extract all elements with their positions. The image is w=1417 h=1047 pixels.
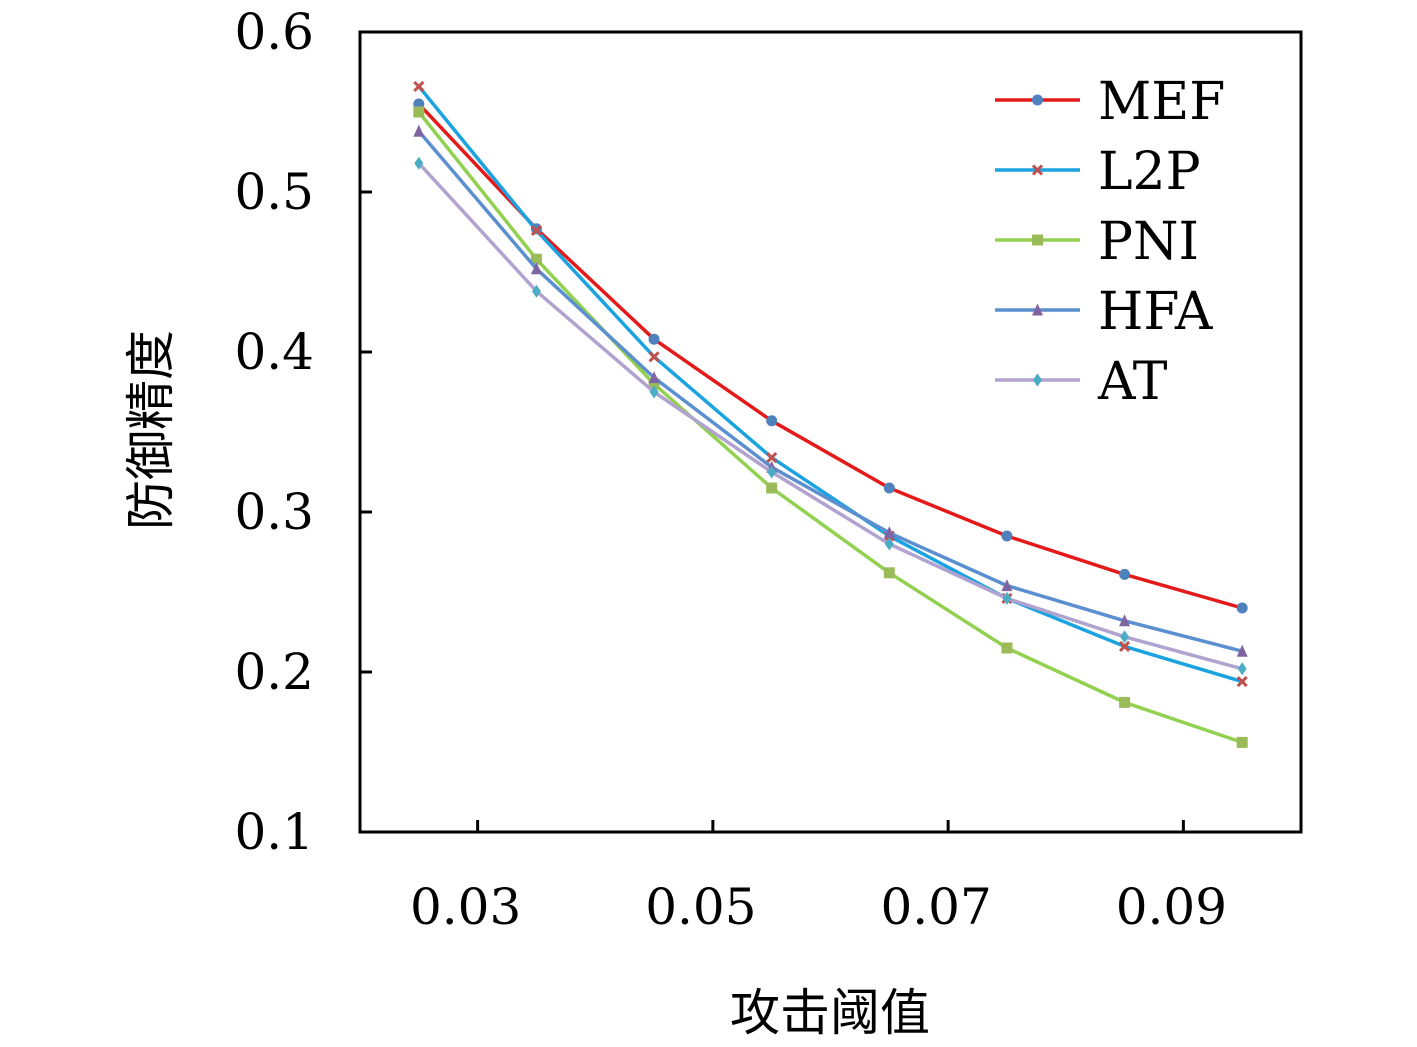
y-tick-label: 0.4: [234, 323, 314, 381]
data-point-at: [649, 385, 659, 399]
data-point-mef: [1119, 568, 1131, 580]
series-pni: [413, 106, 1248, 748]
legend-item-mef: MEF: [995, 72, 1225, 132]
y-tick-label: 0.1: [234, 803, 314, 861]
series-at: [414, 156, 1247, 676]
data-point-mef: [1001, 530, 1013, 542]
legend-marker-mef: [1032, 94, 1043, 106]
legend-marker-at: [1033, 373, 1042, 387]
data-point-mef: [766, 415, 778, 427]
legend-marker-l2p: [1031, 164, 1044, 176]
plot-frame: [358, 30, 1303, 834]
data-point-l2p-stroke: [766, 452, 778, 464]
series-hfa: [413, 124, 1248, 657]
data-point-mef: [883, 482, 895, 494]
data-point-at: [884, 537, 894, 551]
data-point-pni: [1001, 642, 1013, 654]
series-line-mef: [417, 102, 1243, 610]
x-tick-label: 0.09: [1116, 878, 1227, 936]
y-tick-label: 0.6: [234, 3, 314, 61]
data-point-l2p: [766, 452, 778, 464]
data-point-hfa: [1001, 579, 1013, 592]
series-line-pni: [417, 110, 1243, 745]
series-line-hfa: [417, 130, 1243, 653]
y-tick-label: 0.2: [234, 643, 314, 701]
data-point-l2p: [1119, 640, 1131, 652]
legend-label-l2p: L2P: [1098, 142, 1201, 202]
axes: 0.1 0.2 0.3 0.4 0.5 0.6 0.03 0.05 0.07 0.09: [234, 3, 1303, 936]
legend-item-pni: PNI: [995, 212, 1199, 272]
x-tick-label: 0.07: [880, 878, 991, 936]
data-point-l2p-stroke: [1236, 676, 1248, 688]
legend-marker-pni: [1032, 234, 1043, 246]
legend-item-at: AT: [995, 352, 1168, 412]
legend-marker-hfa: [1032, 303, 1043, 316]
data-point-pni: [530, 253, 542, 265]
legend-label-mef: MEF: [1098, 72, 1225, 132]
y-axis-title: 防御精度: [122, 330, 180, 530]
data-point-mef: [1236, 602, 1248, 614]
data-point-l2p: [1236, 676, 1248, 688]
data-point-pni: [648, 378, 660, 390]
data-point-pni: [1119, 696, 1131, 708]
data-point-hfa: [1119, 614, 1131, 627]
data-point-hfa: [530, 262, 542, 275]
data-point-at: [1120, 630, 1130, 644]
data-point-at: [767, 465, 777, 479]
data-point-l2p: [413, 80, 425, 92]
y-tick-label: 0.3: [234, 483, 314, 541]
data-point-l2p-stroke: [1119, 640, 1131, 652]
legend-label-at: AT: [1097, 352, 1168, 412]
data-point-at: [1237, 662, 1247, 676]
legend-label-pni: PNI: [1098, 212, 1199, 272]
data-point-pni: [883, 567, 895, 579]
series-group: [413, 80, 1248, 748]
x-axis-title: 攻击阈值: [730, 984, 930, 1042]
data-point-at: [531, 284, 541, 298]
data-point-pni: [413, 106, 425, 118]
data-point-at: [414, 156, 424, 170]
legend-item-l2p: L2P: [995, 142, 1201, 202]
data-point-hfa: [1236, 644, 1248, 657]
data-point-l2p: [530, 224, 542, 236]
legend-item-hfa: HFA: [995, 282, 1214, 342]
data-point-hfa: [413, 124, 425, 137]
data-point-hfa: [883, 526, 895, 539]
data-point-hfa: [648, 371, 660, 384]
data-point-l2p-stroke: [648, 351, 660, 363]
data-point-l2p-stroke: [530, 224, 542, 236]
x-tick-label: 0.03: [410, 878, 521, 936]
data-point-l2p-stroke: [413, 80, 425, 92]
series-line-l2p: [417, 85, 1243, 684]
x-tick-label: 0.05: [645, 878, 756, 936]
legend-marker-l2p-stroke: [1031, 164, 1044, 176]
data-point-mef: [648, 333, 660, 345]
legend-label-hfa: HFA: [1098, 282, 1214, 342]
data-point-pni: [1236, 736, 1248, 748]
series-line-at: [417, 162, 1243, 671]
data-point-l2p: [648, 351, 660, 363]
legend: MEF L2P PNI HFA AT: [995, 72, 1225, 412]
y-tick-label: 0.5: [234, 163, 314, 221]
data-point-at: [1002, 591, 1012, 605]
data-point-pni: [766, 482, 778, 494]
